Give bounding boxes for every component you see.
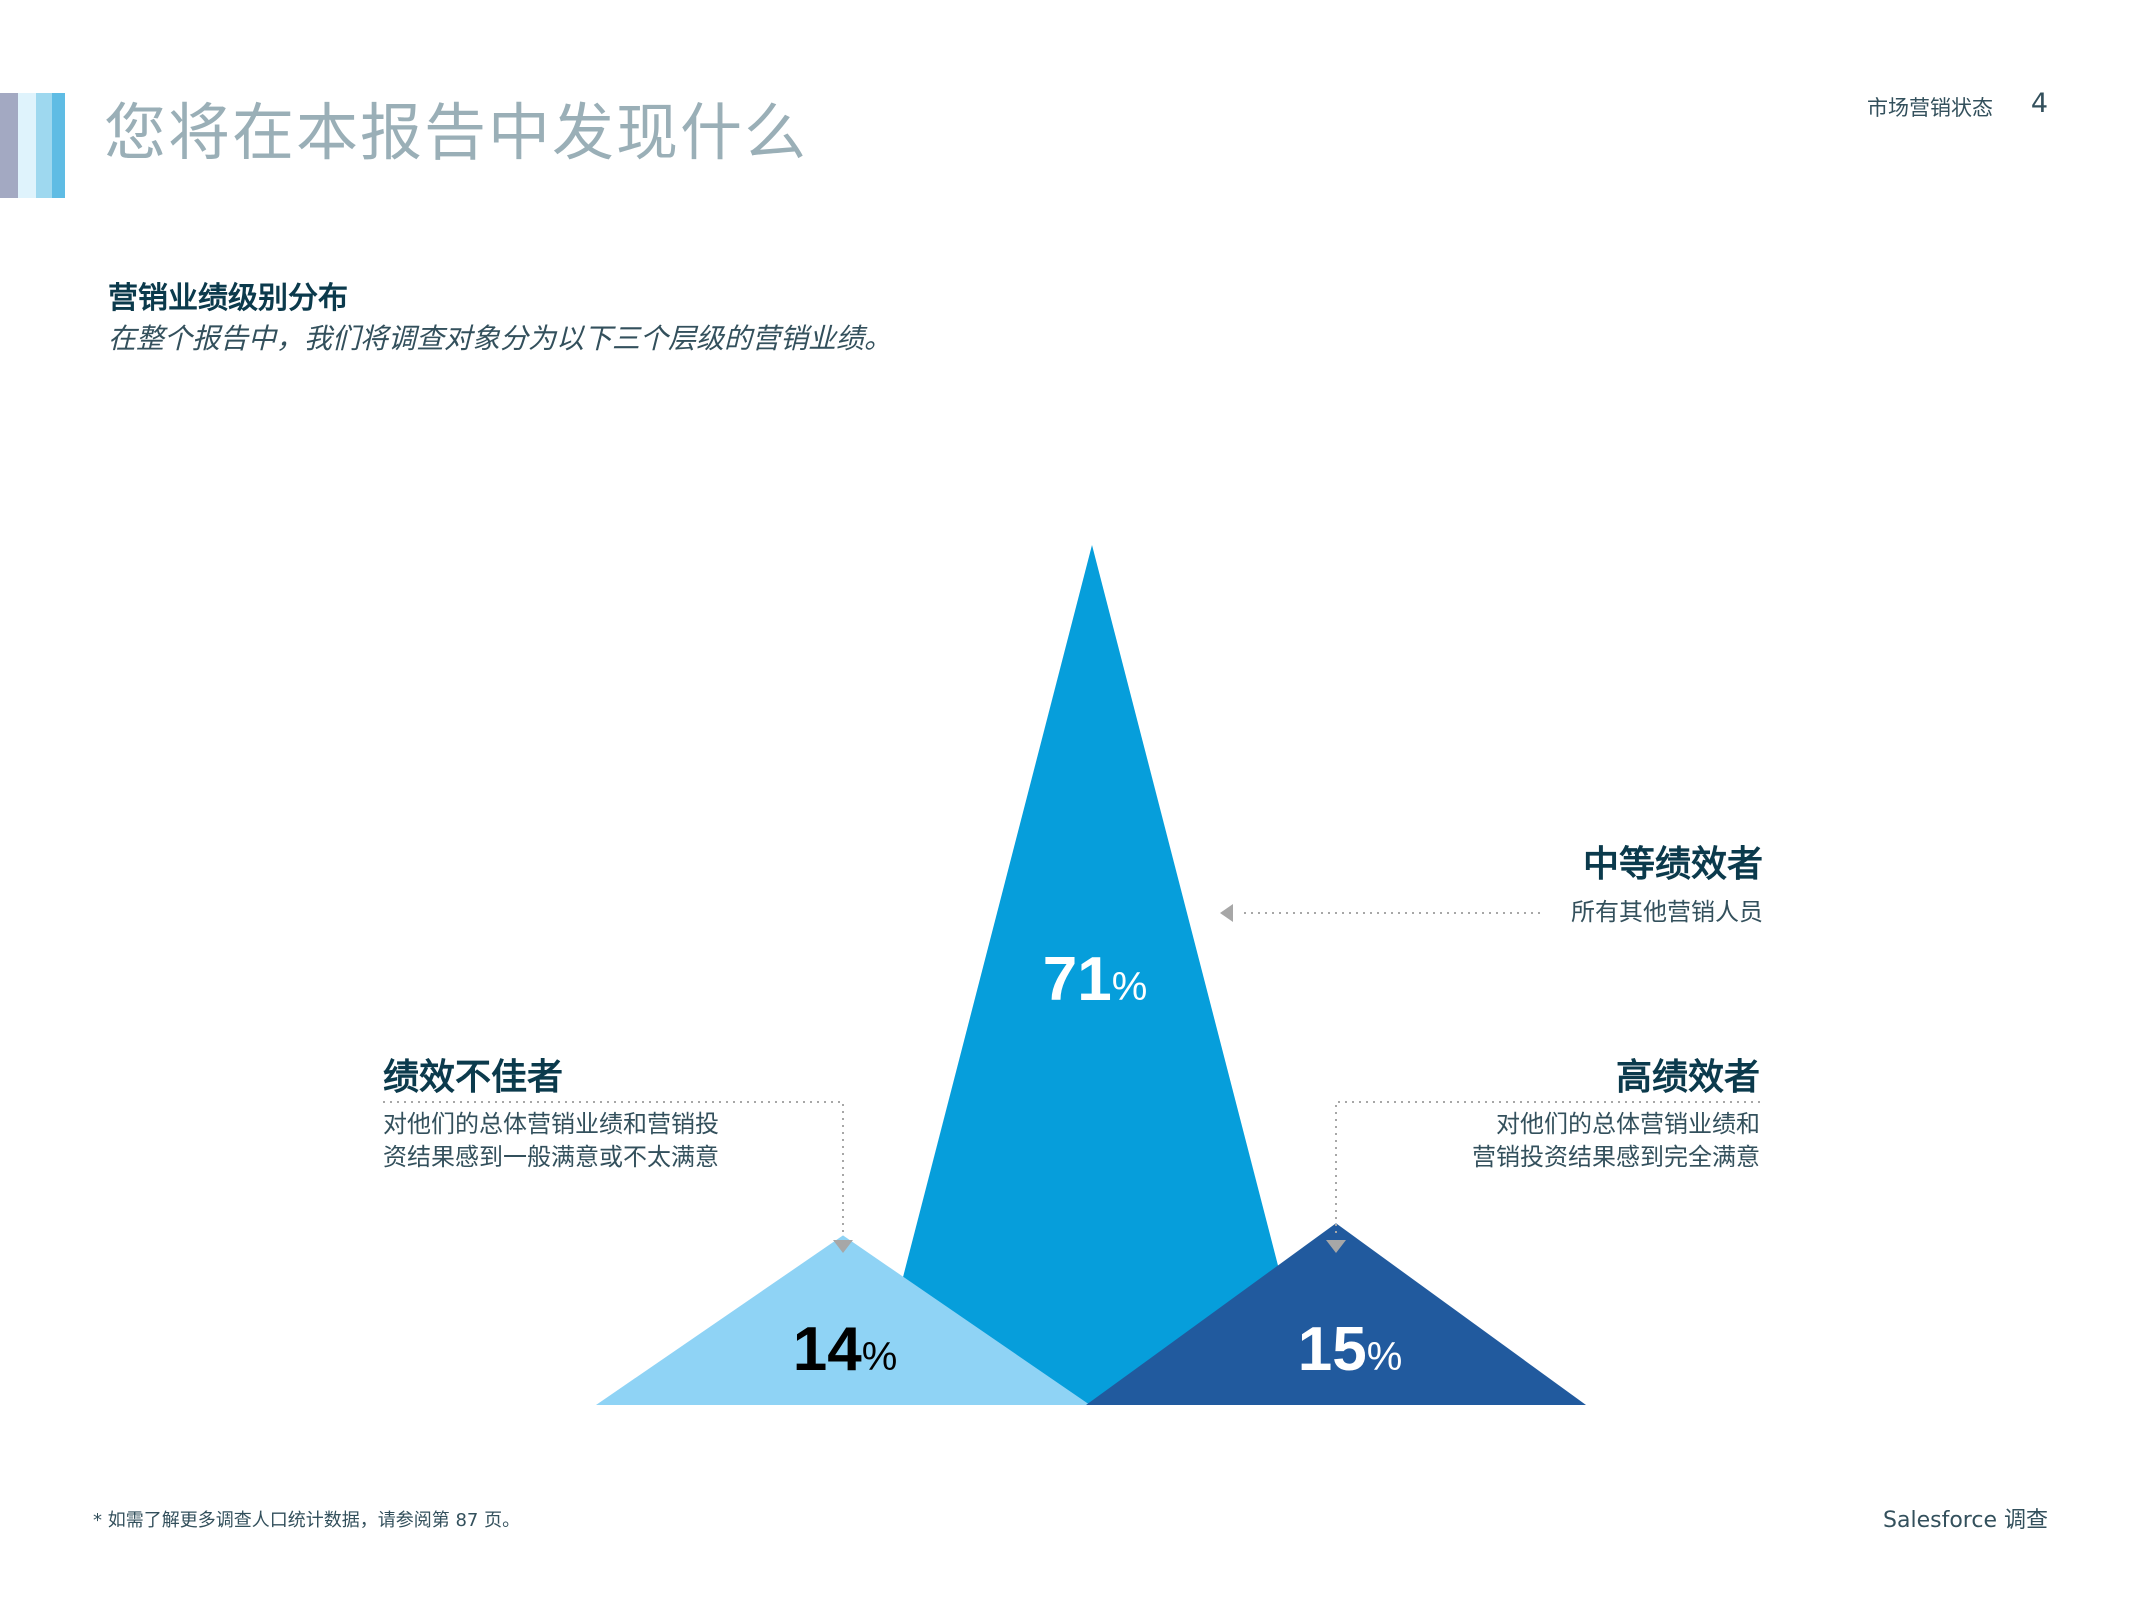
mid-performer-title: 中等绩效者	[1582, 844, 1763, 885]
section-subtitle: 在整个报告中，我们将调查对象分为以下三个层级的营销业绩。	[108, 322, 893, 355]
high-performer-desc: 对他们的总体营销业绩和 营销投资结果感到完全满意	[1472, 1108, 1760, 1174]
accent-bar-1	[0, 93, 18, 198]
high-performer-title: 高绩效者	[1615, 1057, 1760, 1098]
page-number: 4	[2030, 88, 2048, 119]
chart-value-low: 14%	[793, 1315, 898, 1384]
accent-bars	[0, 93, 70, 198]
arrow-down-icon	[833, 1240, 853, 1253]
low-performer-desc-line: 对他们的总体营销业绩和营销投	[383, 1110, 719, 1138]
accent-bar-4	[52, 93, 65, 198]
arrow-down-icon	[1326, 1240, 1346, 1253]
arrow-left-icon	[1220, 904, 1233, 922]
low-performer-desc-line: 资结果感到一般满意或不太满意	[383, 1143, 719, 1171]
chart-mark-mid	[870, 545, 1314, 1405]
chart-mark-high	[1086, 1223, 1586, 1405]
report-name: 市场营销状态	[1867, 96, 1993, 120]
page-title: 您将在本报告中发现什么	[104, 96, 809, 169]
chart-mark-low	[596, 1235, 1090, 1405]
accent-bar-3	[36, 93, 52, 198]
low-performer-desc: 对他们的总体营销业绩和营销投 资结果感到一般满意或不太满意	[383, 1108, 719, 1174]
high-performer-desc-line: 营销投资结果感到完全满意	[1472, 1143, 1760, 1171]
section-title: 营销业绩级别分布	[108, 281, 348, 316]
chart-value-high: 15%	[1298, 1315, 1403, 1384]
mid-performer-desc-line: 所有其他营销人员	[1571, 898, 1763, 926]
brand-label: Salesforce 调查	[1883, 1508, 2048, 1533]
footnote: * 如需了解更多调查人口统计数据，请参阅第 87 页。	[93, 1510, 521, 1531]
mid-performer-desc: 所有其他营销人员	[1571, 896, 1763, 929]
leader-line-high	[1335, 1101, 1760, 1236]
low-performer-title: 绩效不佳者	[383, 1057, 564, 1098]
accent-bar-2	[18, 93, 36, 198]
high-performer-desc-line: 对他们的总体营销业绩和	[1496, 1110, 1760, 1138]
chart-value-mid: 71%	[1043, 945, 1148, 1014]
